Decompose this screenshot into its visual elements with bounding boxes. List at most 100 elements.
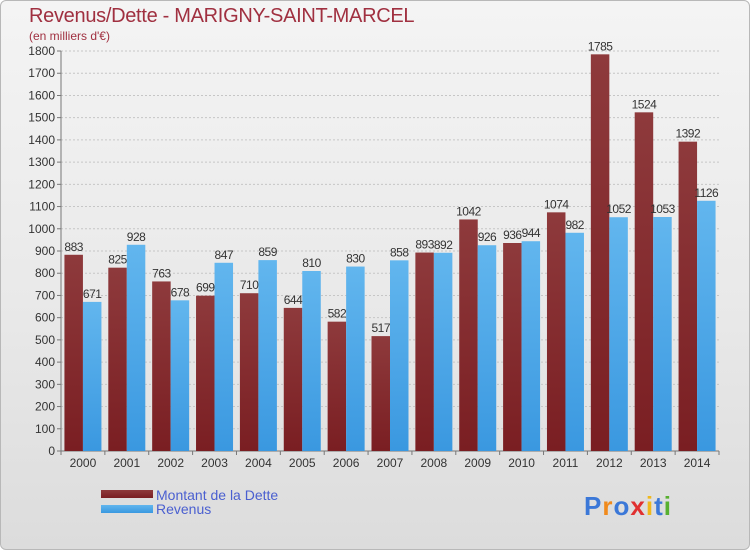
data-label: 944	[522, 226, 541, 240]
data-label: 517	[371, 321, 390, 335]
bar-revenus	[653, 217, 672, 451]
data-label: 858	[390, 245, 409, 259]
bar-revenus	[477, 245, 497, 451]
legend-swatch-dette	[101, 490, 153, 498]
x-tick-label: 2012	[596, 456, 623, 470]
bar-dette	[239, 293, 259, 451]
data-label: 678	[171, 285, 190, 299]
bar-revenus	[609, 217, 628, 451]
x-tick-label: 2008	[421, 456, 448, 470]
y-tick-label: 100	[35, 422, 55, 436]
x-tick-label: 2001	[113, 456, 140, 470]
y-tick-label: 400	[35, 355, 55, 369]
data-label: 1074	[544, 197, 570, 211]
bar-revenus	[214, 262, 234, 451]
bar-dette	[590, 54, 610, 451]
y-tick-label: 1400	[28, 133, 55, 147]
data-label: 892	[434, 238, 453, 252]
logo-letter: t	[654, 491, 664, 521]
bar-dette	[196, 295, 215, 451]
data-label: 847	[215, 248, 234, 262]
legend-label-revenus: Revenus	[156, 501, 212, 517]
bar-revenus	[258, 260, 277, 451]
data-label: 859	[258, 245, 277, 259]
bar-dette	[415, 252, 434, 451]
data-label: 582	[328, 307, 347, 321]
data-label: 926	[478, 230, 497, 244]
x-tick-label: 2003	[201, 456, 228, 470]
y-tick-label: 1700	[28, 66, 55, 80]
logo-letter: i	[663, 491, 672, 521]
bar-dette	[634, 112, 654, 451]
bar-revenus	[170, 300, 190, 451]
bar-dette	[108, 267, 127, 451]
data-label: 1052	[606, 202, 632, 216]
logo-letter: o	[613, 491, 631, 521]
data-label: 1042	[456, 204, 482, 218]
bar-dette	[283, 307, 303, 451]
data-label: 1126	[694, 186, 719, 200]
bar-revenus	[390, 260, 409, 451]
y-tick-label: 0	[48, 444, 55, 458]
data-label: 699	[196, 281, 215, 295]
data-label: 928	[127, 230, 146, 244]
x-tick-label: 2006	[333, 456, 360, 470]
data-label: 644	[284, 293, 303, 307]
logo-letter: r	[602, 491, 614, 521]
bar-dette	[503, 243, 522, 451]
logo-letter: i	[645, 491, 655, 521]
y-tick-label: 1100	[29, 200, 55, 214]
x-tick-label: 2007	[377, 456, 404, 470]
y-tick-label: 700	[35, 288, 55, 302]
x-tick-label: 2014	[684, 456, 711, 470]
x-tick-label: 2005	[289, 456, 316, 470]
logo-letter: P	[584, 491, 603, 521]
chart-subtitle: (en milliers d'€)	[29, 29, 110, 43]
x-tick-label: 2000	[70, 456, 97, 470]
bar-dette	[152, 281, 171, 451]
data-label: 1785	[588, 39, 614, 53]
data-label: 671	[83, 287, 102, 301]
data-label: 825	[108, 253, 127, 267]
data-label: 710	[240, 278, 259, 292]
bar-dette	[327, 321, 347, 451]
y-tick-label: 1500	[28, 111, 55, 125]
legend-label-dette: Montant de la Dette	[156, 487, 279, 503]
bar-revenus	[521, 241, 541, 451]
y-tick-label: 800	[35, 266, 55, 280]
proxiti-logo: Proxiti	[584, 491, 672, 522]
y-tick-label: 1000	[28, 222, 55, 236]
y-tick-label: 500	[35, 333, 55, 347]
bar-revenus	[126, 244, 146, 451]
bar-revenus	[565, 232, 584, 451]
bar-revenus	[302, 271, 321, 451]
data-label: 830	[346, 252, 365, 266]
bar-dette	[459, 219, 478, 451]
y-tick-label: 1300	[28, 155, 55, 169]
bar-dette	[64, 254, 83, 451]
x-tick-label: 2013	[640, 456, 667, 470]
bar-revenus	[433, 252, 453, 451]
x-tick-label: 2010	[508, 456, 535, 470]
bar-dette	[371, 336, 390, 451]
x-tick-label: 2009	[464, 456, 491, 470]
bar-revenus	[697, 200, 716, 451]
x-tick-label: 2004	[245, 456, 272, 470]
x-tick-label: 2002	[157, 456, 184, 470]
y-tick-label: 200	[35, 400, 55, 414]
data-label: 893	[415, 238, 434, 252]
bar-revenus	[82, 301, 102, 451]
y-tick-label: 1200	[28, 177, 55, 191]
data-label: 982	[565, 218, 584, 232]
y-tick-label: 1600	[28, 88, 55, 102]
data-label: 1053	[650, 202, 676, 216]
x-tick-label: 2011	[553, 456, 579, 470]
data-label: 810	[302, 256, 321, 270]
chart-title: Revenus/Dette - MARIGNY-SAINT-MARCEL	[29, 5, 415, 27]
y-tick-label: 600	[35, 311, 55, 325]
bar-dette	[678, 141, 698, 451]
data-label: 1524	[632, 97, 658, 111]
data-label: 763	[152, 266, 171, 280]
